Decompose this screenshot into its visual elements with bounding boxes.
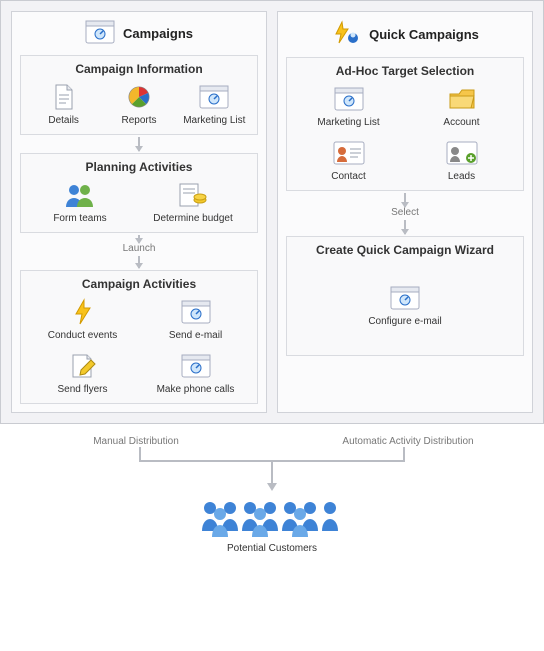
connector-select: Select xyxy=(391,193,419,234)
document-icon xyxy=(46,82,82,112)
campaign-information-title: Campaign Information xyxy=(27,62,251,76)
item-marketing-list-r-label: Marketing List xyxy=(317,117,379,128)
adhoc-target-title: Ad-Hoc Target Selection xyxy=(293,64,517,78)
item-marketing-list: Marketing List xyxy=(179,82,249,126)
adhoc-target-panel: Ad-Hoc Target Selection Marketing List xyxy=(286,57,524,191)
item-form-teams-label: Form teams xyxy=(53,213,106,224)
item-send-flyers-label: Send flyers xyxy=(57,384,107,395)
item-configure-email: Configure e-mail xyxy=(355,283,455,327)
item-details: Details xyxy=(29,82,99,126)
configure-email-window-icon xyxy=(387,283,423,313)
quick-campaign-bolt-icon xyxy=(331,20,361,49)
item-configure-email-label: Configure e-mail xyxy=(368,316,441,327)
item-make-phone-calls-label: Make phone calls xyxy=(157,384,235,395)
campaign-activities-title: Campaign Activities xyxy=(27,277,251,291)
quick-wizard-title: Create Quick Campaign Wizard xyxy=(293,243,517,257)
leads-card-icon xyxy=(444,138,480,168)
send-email-window-icon xyxy=(178,297,214,327)
adhoc-items: Marketing List Account xyxy=(293,84,517,182)
lightning-icon xyxy=(65,297,101,327)
pie-chart-icon xyxy=(121,82,157,112)
item-make-phone-calls: Make phone calls xyxy=(140,351,251,395)
planning-items: Form teams Determine budg xyxy=(27,180,251,224)
campaigns-column: Campaigns Campaign Information xyxy=(11,11,267,413)
quick-wizard-panel: Create Quick Campaign Wizard Config xyxy=(286,236,524,356)
bottom-section: Manual Distribution Automatic Activity D… xyxy=(0,424,544,554)
marketing-list-window-icon xyxy=(331,84,367,114)
item-marketing-list-label: Marketing List xyxy=(183,115,245,126)
item-form-teams: Form teams xyxy=(35,180,125,224)
item-determine-budget: Determine budget xyxy=(143,180,243,224)
item-send-flyers: Send flyers xyxy=(27,351,138,395)
launch-label: Launch xyxy=(123,243,156,254)
item-reports-label: Reports xyxy=(121,115,156,126)
columns: Campaigns Campaign Information xyxy=(11,11,533,413)
quick-campaigns-column: Quick Campaigns Ad-Hoc Target Selection xyxy=(277,11,533,413)
select-label: Select xyxy=(391,207,419,218)
phone-window-icon xyxy=(178,351,214,381)
distribution-labels: Manual Distribution Automatic Activity D… xyxy=(0,436,544,447)
people-icon xyxy=(62,180,98,210)
folder-icon xyxy=(444,84,480,114)
budget-icon xyxy=(175,180,211,210)
item-details-label: Details xyxy=(48,115,79,126)
item-send-email: Send e-mail xyxy=(140,297,251,341)
item-contact: Contact xyxy=(293,138,404,182)
item-conduct-events: Conduct events xyxy=(27,297,138,341)
quick-campaigns-title: Quick Campaigns xyxy=(369,27,479,42)
people-icon-row xyxy=(192,495,352,539)
planning-activities-title: Planning Activities xyxy=(27,160,251,174)
flyer-pencil-icon xyxy=(65,351,101,381)
item-contact-label: Contact xyxy=(331,171,365,182)
quick-campaigns-header: Quick Campaigns xyxy=(331,20,479,49)
crowd-icon xyxy=(192,495,352,539)
item-reports: Reports xyxy=(104,82,174,126)
item-determine-budget-label: Determine budget xyxy=(153,213,233,224)
item-conduct-events-label: Conduct events xyxy=(48,330,118,341)
campaign-activities-panel: Campaign Activities Conduct events xyxy=(20,270,258,404)
campaigns-header: Campaigns xyxy=(85,20,193,47)
campaign-information-items: Details Reports xyxy=(27,82,251,126)
automatic-distribution-label: Automatic Activity Distribution xyxy=(272,436,544,447)
item-marketing-list-r: Marketing List xyxy=(293,84,404,128)
merge-connector xyxy=(0,447,544,493)
item-account-label: Account xyxy=(443,117,479,128)
item-leads: Leads xyxy=(406,138,517,182)
marketing-list-window-icon xyxy=(196,82,232,112)
connector-launch: Launch xyxy=(123,235,156,268)
contact-card-icon xyxy=(331,138,367,168)
planning-activities-panel: Planning Activities Form teams xyxy=(20,153,258,233)
connector-info-planning xyxy=(138,137,140,151)
manual-distribution-label: Manual Distribution xyxy=(0,436,272,447)
item-leads-label: Leads xyxy=(448,171,475,182)
item-account: Account xyxy=(406,84,517,128)
campaign-information-panel: Campaign Information Detail xyxy=(20,55,258,135)
activities-items: Conduct events Send e-mail xyxy=(27,297,251,395)
potential-customers-label: Potential Customers xyxy=(227,543,317,554)
item-send-email-label: Send e-mail xyxy=(169,330,222,341)
wizard-items: Configure e-mail xyxy=(293,283,517,327)
diagram-outer: Campaigns Campaign Information xyxy=(0,0,544,424)
campaigns-title: Campaigns xyxy=(123,26,193,41)
campaign-window-icon xyxy=(85,20,115,47)
